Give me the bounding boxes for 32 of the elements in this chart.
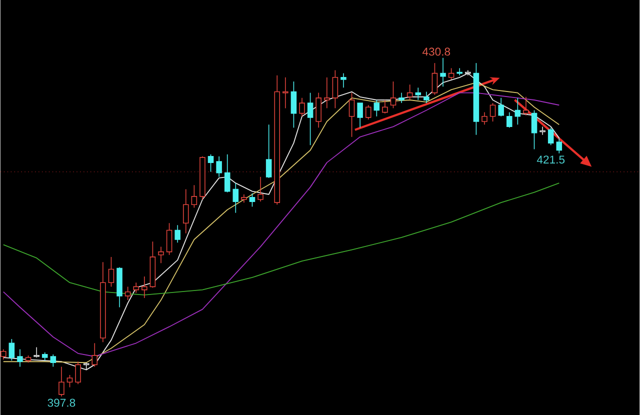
text: 397.8 — [48, 398, 76, 407]
candlestick — [540, 126, 546, 136]
candlestick — [482, 112, 488, 125]
annotation: 421.5 — [536, 155, 565, 164]
candlestick — [456, 68, 462, 76]
candlestick — [142, 276, 148, 298]
candlestick — [382, 99, 388, 114]
candlestick — [316, 92, 322, 128]
candlestick — [17, 348, 23, 367]
candlestick — [232, 182, 239, 214]
candlestick — [324, 76, 330, 108]
candlestick — [241, 194, 247, 203]
candlestick — [158, 246, 164, 264]
candlestick — [340, 72, 346, 88]
candlestick — [133, 282, 139, 294]
candlestick — [415, 87, 422, 100]
candlestick — [290, 80, 297, 128]
candlestick — [182, 188, 189, 234]
candlestick — [299, 97, 305, 117]
candlestick — [174, 224, 180, 243]
candlestick — [523, 96, 529, 116]
candlestick — [424, 91, 430, 104]
candlestick — [440, 57, 446, 87]
text: 430.8 — [422, 47, 450, 56]
candlestick — [473, 62, 480, 136]
candlestick — [216, 156, 222, 178]
candlestick — [282, 76, 288, 108]
candlestick — [307, 92, 314, 146]
candlestick — [398, 92, 404, 104]
candlestick — [116, 266, 122, 308]
candlestick — [556, 137, 562, 154]
candlestick — [100, 261, 106, 342]
